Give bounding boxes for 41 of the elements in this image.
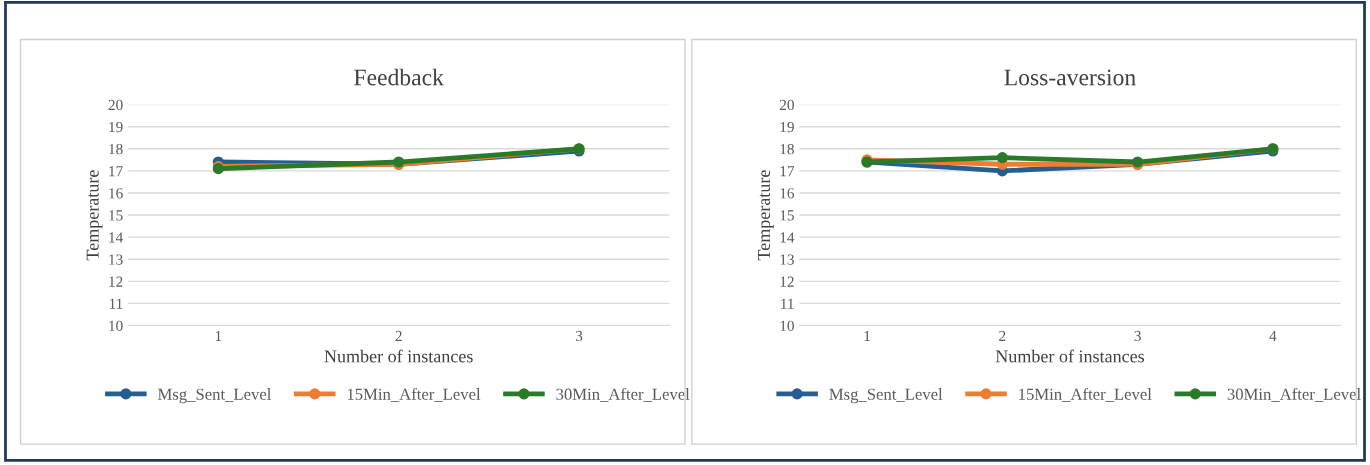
y-tick-label: 19 (109, 121, 123, 133)
x-axis-title: Number of instances (995, 349, 1145, 363)
y-tick-label: 18 (109, 143, 123, 155)
y-tick-label: 16 (780, 188, 795, 199)
x-tick-label: 3 (575, 330, 583, 342)
legend-label: 15Min_After_Level (347, 387, 481, 402)
y-tick-label: 18 (780, 143, 794, 155)
x-tick-label: 4 (1269, 330, 1277, 341)
y-tick-label: 11 (781, 298, 794, 309)
y-tick-label: 12 (109, 276, 123, 287)
y-tick-label: 14 (109, 232, 123, 243)
y-axis-title: Temperature (86, 170, 103, 261)
y-tick-label: 10 (780, 320, 794, 331)
y-axis-title: Temperature (758, 170, 774, 261)
y-tick-label: 17 (109, 166, 123, 177)
x-tick-label: 3 (1134, 330, 1141, 342)
legend-label: Msg_Sent_Level (157, 388, 272, 404)
x-tick-label: 2 (395, 330, 402, 341)
y-tick-label: 15 (109, 210, 123, 221)
y-tick-label: 13 (109, 254, 123, 265)
y-tick-label: 12 (780, 276, 794, 287)
y-tick-label: 19 (780, 121, 794, 133)
y-tick-label: 20 (779, 99, 794, 111)
legend-label: 15Min_After_Level (1019, 387, 1152, 402)
legend-label: 30Min_After_Level (1227, 387, 1361, 402)
y-tick-label: 11 (109, 298, 123, 309)
y-tick-label: 10 (109, 320, 123, 331)
chart-title: Feedback (354, 68, 444, 86)
x-tick-label: 1 (864, 330, 870, 341)
chart-title: Loss-aversion (1004, 69, 1136, 86)
legend-label: 30Min_After_Level (556, 387, 690, 402)
y-tick-label: 16 (109, 188, 123, 199)
x-axis-title: Number of instances (324, 349, 473, 363)
y-tick-label: 13 (780, 254, 794, 265)
y-tick-label: 14 (780, 232, 795, 243)
y-tick-label: 20 (108, 99, 123, 111)
y-tick-label: 15 (780, 210, 794, 221)
x-tick-label: 1 (215, 330, 222, 341)
legend-label: Msg_Sent_Level (829, 388, 943, 404)
x-tick-label: 2 (999, 330, 1006, 341)
y-tick-label: 17 (780, 166, 795, 177)
